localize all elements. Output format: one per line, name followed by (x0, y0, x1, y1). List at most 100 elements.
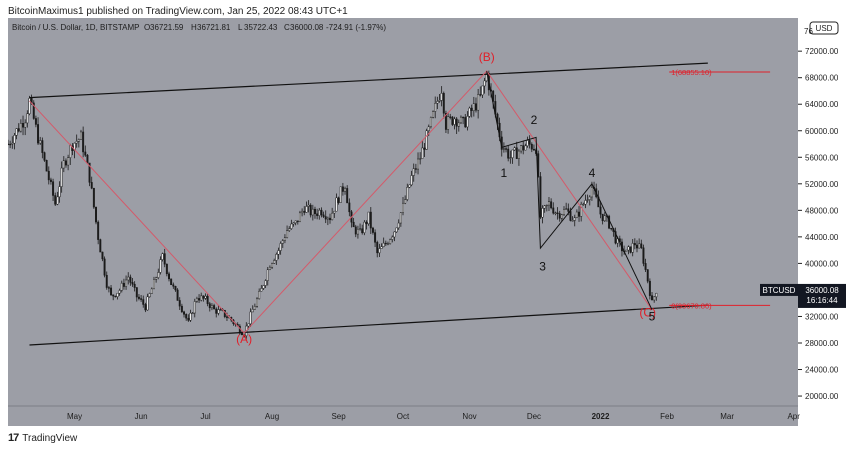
candle-body (268, 266, 271, 270)
axis-background (798, 18, 846, 426)
candle-body (434, 103, 437, 112)
candle-body (432, 111, 435, 118)
candle-body (107, 287, 110, 289)
candle-body (459, 116, 462, 124)
candle-body (208, 303, 211, 309)
candle-body (507, 148, 510, 159)
candle-body (281, 240, 284, 244)
candle-body (301, 210, 304, 214)
candle-body (629, 246, 632, 253)
candle-body (22, 123, 25, 128)
wave-label: 2 (531, 113, 538, 127)
candle-body (638, 243, 641, 249)
candle-body (243, 334, 246, 337)
candle-body (215, 308, 218, 314)
candle-body (45, 160, 48, 172)
candle-body (543, 205, 546, 209)
currency-button[interactable]: USD (809, 21, 839, 35)
candle-body (125, 279, 128, 287)
candle-body (359, 228, 362, 230)
candle-body (217, 309, 220, 314)
candle-body (146, 296, 149, 311)
candle-body (633, 243, 636, 246)
candles-layer (8, 70, 658, 340)
candle-body (264, 280, 267, 286)
candle-body (210, 305, 213, 309)
candle-body (584, 200, 587, 205)
candle-body (105, 274, 108, 288)
candle-body (322, 214, 325, 217)
candle-body (298, 212, 301, 223)
tradingview-footer[interactable]: 17 TradingView (8, 432, 77, 444)
candle-body (444, 112, 447, 130)
candle-body (524, 145, 527, 151)
candle-body (369, 211, 372, 229)
candle-body (118, 290, 121, 294)
candle-body (241, 332, 243, 336)
candle-body (341, 186, 344, 192)
candle-body (157, 272, 160, 278)
candle-body (378, 248, 381, 254)
candle-body (363, 221, 366, 234)
fib-level-label: 1(68855.10) (671, 68, 712, 77)
price-chart[interactable]: 72000.00 68000.00 64000.00 60000.00 56000.00… (8, 18, 846, 426)
publisher-header: BitcoinMaximus1 published on TradingView… (8, 6, 348, 17)
candle-body (251, 309, 254, 313)
candle-body (522, 145, 525, 151)
candle-body (114, 295, 117, 298)
candle-body (62, 160, 65, 169)
candle-body (421, 147, 424, 159)
candle-body (206, 295, 209, 304)
candle-body (423, 147, 426, 150)
candle-body (324, 216, 327, 220)
ohlc-l-label: L (238, 23, 243, 32)
candle-body (627, 246, 630, 251)
candle-body (148, 293, 151, 298)
y-tick-label: 60000.00 (805, 127, 839, 136)
candle-body (318, 209, 321, 216)
candle-body (191, 312, 194, 315)
candle-body (384, 242, 387, 245)
candle-body (155, 277, 158, 280)
candle-body (354, 226, 357, 235)
y-tick-label: 32000.00 (805, 312, 839, 321)
candle-body (464, 117, 467, 128)
candle-body (565, 208, 568, 210)
candle-body (11, 142, 14, 145)
candle-body (391, 236, 394, 240)
candle-body (511, 149, 514, 158)
x-tick-label: Feb (660, 412, 674, 421)
channel-line (29, 304, 708, 346)
candle-body (47, 170, 50, 181)
candle-body (127, 276, 130, 281)
ohlc-change: -724.91 (-1.97%) (326, 23, 386, 32)
candle-body (256, 298, 258, 307)
candle-body (361, 228, 364, 234)
candle-body (655, 292, 658, 298)
candle-body (580, 203, 583, 217)
candle-body (142, 299, 145, 305)
time-axis-background (8, 406, 798, 426)
candle-body (303, 210, 306, 213)
candle-body (356, 228, 359, 235)
candle-body (517, 150, 520, 159)
candle-body (73, 142, 76, 151)
candle-body (408, 184, 411, 188)
x-tick-label: May (67, 412, 82, 421)
ohlc-l-value: 35722.43 (244, 23, 278, 32)
candle-body (309, 204, 312, 216)
candle-body (247, 323, 250, 327)
candle-body (515, 147, 518, 159)
candle-body (582, 203, 585, 206)
candle-body (380, 246, 383, 249)
candle-body (110, 287, 113, 296)
candle-body (60, 167, 63, 187)
candle-body (414, 168, 417, 170)
candle-body (122, 282, 125, 287)
candle-body (101, 251, 104, 260)
candle-body (505, 148, 508, 150)
drawings-layer: 1(68855.10) 0(33670.80) (29, 62, 771, 346)
candle-body (165, 263, 168, 275)
candle-body (449, 116, 452, 118)
candle-body (367, 211, 370, 225)
